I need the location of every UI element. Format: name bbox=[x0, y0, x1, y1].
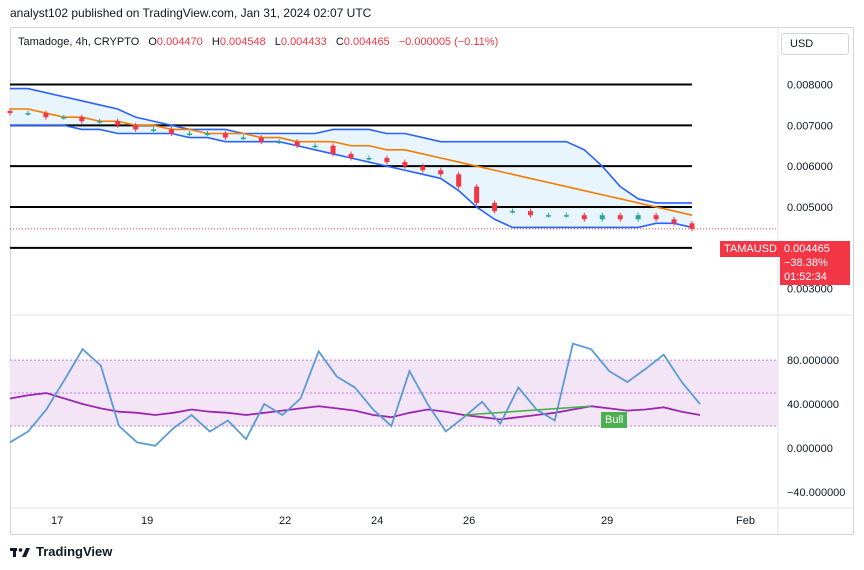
time-tick-5: 29 bbox=[601, 515, 613, 527]
close-value: 0.004465 bbox=[343, 36, 390, 48]
publish-header: analyst102 published on TradingView.com,… bbox=[10, 6, 372, 20]
candle-body-33 bbox=[599, 215, 605, 220]
open-value: 0.004470 bbox=[156, 36, 203, 48]
low-label: L bbox=[274, 36, 281, 48]
price-tick-1: 0.007000 bbox=[787, 120, 833, 132]
candle-body-0 bbox=[7, 111, 13, 114]
close-label: C bbox=[335, 36, 344, 48]
price-tag-symbol: TAMAUSD bbox=[720, 241, 781, 257]
currency-button[interactable]: USD bbox=[781, 33, 849, 55]
candle-body-29 bbox=[527, 211, 533, 216]
candle-body-8 bbox=[151, 129, 157, 131]
price-tag-countdown: 01:52:34 bbox=[784, 271, 827, 283]
high-label: H bbox=[211, 36, 220, 48]
candle-body-10 bbox=[186, 133, 192, 135]
tradingview-footer[interactable]: TradingView bbox=[10, 544, 112, 559]
symbol-title: Tamadoge, 4h, CRYPTO bbox=[18, 36, 140, 48]
time-tick-1: 19 bbox=[141, 515, 153, 527]
candle-body-38 bbox=[689, 223, 695, 229]
candle-body-4 bbox=[79, 117, 85, 122]
time-tick-4: 26 bbox=[463, 515, 475, 527]
candle-body-12 bbox=[222, 133, 228, 138]
candle-body-3 bbox=[61, 117, 67, 119]
candle-body-22 bbox=[402, 162, 408, 167]
candle-body-34 bbox=[617, 215, 623, 220]
candle-body-16 bbox=[294, 141, 300, 146]
candle-body-37 bbox=[671, 219, 677, 224]
price-tag-price: 0.004465 bbox=[784, 243, 830, 255]
time-tick-3: 24 bbox=[371, 515, 383, 527]
candle-body-24 bbox=[438, 170, 444, 175]
candle-body-19 bbox=[348, 153, 354, 158]
bull-label: Bull bbox=[601, 412, 628, 428]
candle-body-36 bbox=[653, 215, 659, 220]
price-tag-value: 0.004465 −38.38% 01:52:34 bbox=[780, 241, 850, 285]
bollinger-upper bbox=[10, 87, 692, 204]
chart-frame bbox=[10, 27, 854, 535]
price-tick-0: 0.008000 bbox=[787, 80, 833, 92]
candle-body-9 bbox=[169, 129, 175, 134]
candle-body-21 bbox=[384, 158, 390, 163]
osc-tick-1: 40.000000 bbox=[787, 399, 839, 411]
ohlc-legend: Tamadoge, 4h, CRYPTO O0.004470 H0.004548… bbox=[18, 36, 498, 48]
candle-body-20 bbox=[366, 158, 372, 160]
open-label: O bbox=[148, 36, 157, 48]
time-tick-6: Feb bbox=[736, 515, 755, 527]
candle-body-31 bbox=[563, 215, 569, 217]
candle-body-15 bbox=[276, 141, 282, 144]
tradingview-logo-icon bbox=[10, 547, 30, 557]
osc-tick-3: −40.000000 bbox=[787, 487, 845, 499]
price-tag-change: −38.38% bbox=[784, 257, 828, 269]
candle-body-23 bbox=[420, 166, 426, 171]
candle-body-30 bbox=[545, 215, 551, 217]
footer-brand: TradingView bbox=[36, 544, 113, 559]
candle-body-2 bbox=[43, 113, 49, 118]
price-tick-3: 0.005000 bbox=[787, 202, 833, 214]
candle-body-18 bbox=[330, 145, 336, 154]
candle-body-27 bbox=[492, 202, 498, 212]
candle-body-11 bbox=[204, 133, 210, 135]
time-tick-2: 22 bbox=[279, 515, 291, 527]
low-value: 0.004433 bbox=[280, 36, 327, 48]
price-tick-5: 0.003000 bbox=[787, 284, 833, 296]
bull-divergence-line bbox=[463, 405, 592, 416]
candle-body-28 bbox=[510, 211, 516, 213]
bollinger-middle bbox=[10, 108, 693, 216]
stoch-k-line bbox=[9, 342, 701, 447]
time-tick-0: 17 bbox=[51, 515, 63, 527]
price-tick-2: 0.006000 bbox=[787, 161, 833, 173]
osc-tick-0: 80.000000 bbox=[787, 355, 839, 367]
candle-body-6 bbox=[115, 121, 121, 126]
candle-body-5 bbox=[97, 121, 103, 123]
change-value: −0.000005 (−0.11%) bbox=[398, 36, 499, 48]
candle-body-25 bbox=[456, 174, 462, 187]
candle-body-32 bbox=[581, 215, 587, 220]
candle-body-7 bbox=[133, 125, 139, 130]
candle-body-13 bbox=[240, 137, 246, 140]
candle-body-35 bbox=[635, 215, 641, 220]
candle-body-26 bbox=[474, 186, 480, 203]
osc-tick-2: 0.000000 bbox=[787, 443, 833, 455]
candle-body-1 bbox=[25, 113, 31, 115]
candle-body-14 bbox=[258, 137, 264, 142]
high-value: 0.004548 bbox=[219, 36, 266, 48]
candle-body-17 bbox=[312, 145, 318, 148]
